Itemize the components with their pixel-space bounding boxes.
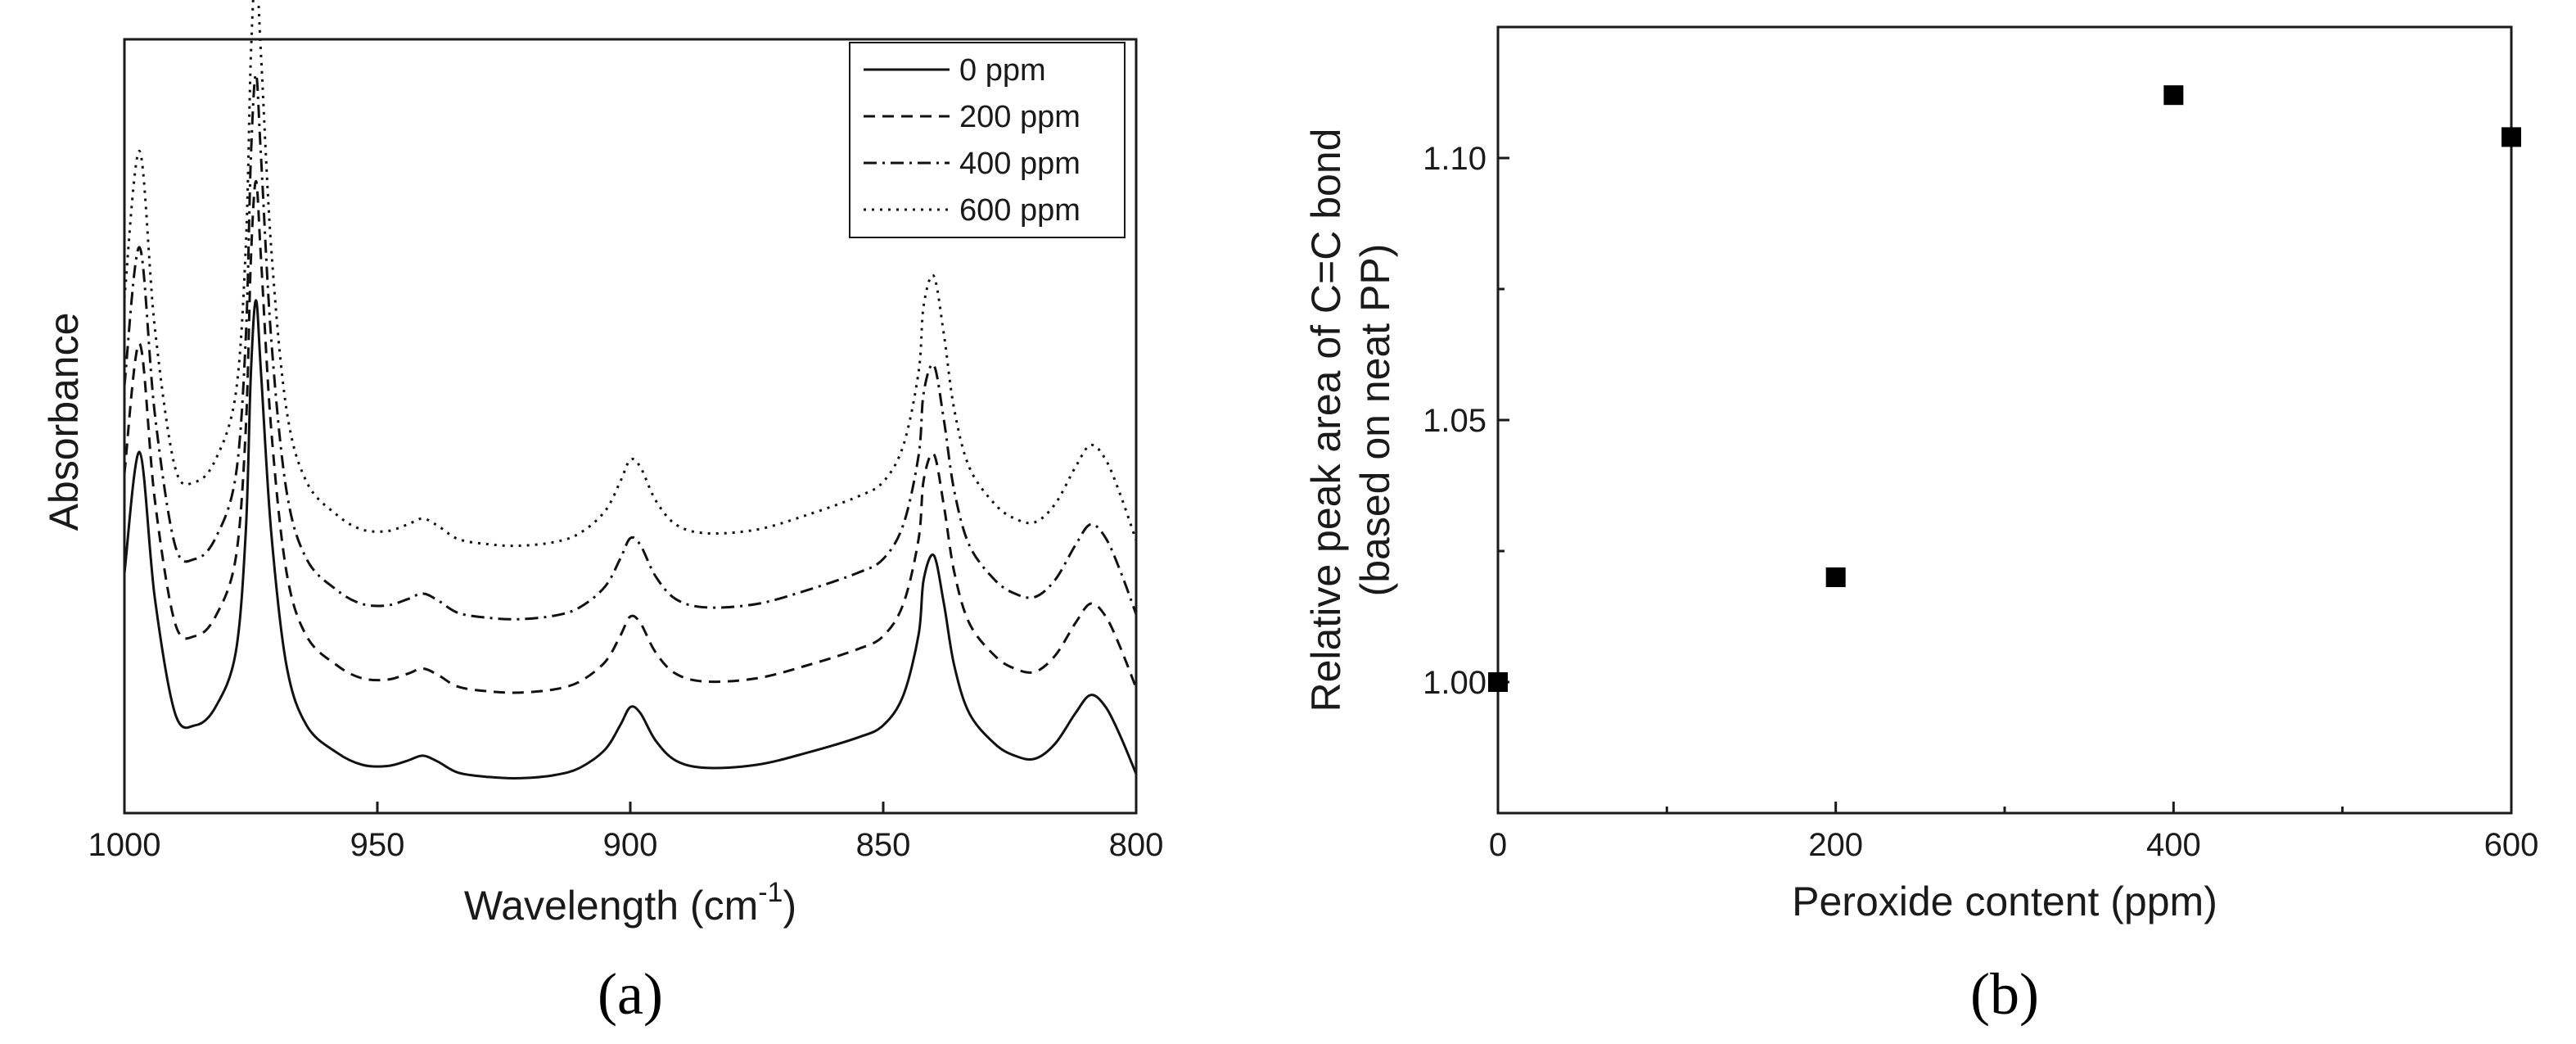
x-tick-label: 800 xyxy=(1109,827,1164,863)
y-tick-label: 1.05 xyxy=(1423,403,1487,439)
x-tick-label: 200 xyxy=(1808,827,1863,863)
series-line-600-ppm xyxy=(123,0,1138,548)
panel-label-a: (a) xyxy=(598,961,663,1027)
peak-area-y-axis-label-line2: (based on neat PP) xyxy=(1352,244,1398,597)
x-tick-label: 400 xyxy=(2146,827,2201,863)
peak-area-y-ticks: 1.00 1.05 1.10 xyxy=(1423,141,1509,701)
peak-area-plot-frame xyxy=(1496,25,2513,815)
peak-area-x-ticks: 0 200 400 600 xyxy=(1489,802,2539,863)
spectrum-chart: 1000 950 900 850 800 Wavelength (cm-1) Absor… xyxy=(41,0,1163,1027)
x-tick-label: 850 xyxy=(856,827,911,863)
data-point xyxy=(1825,567,1846,587)
x-tick-label: 1000 xyxy=(88,827,161,863)
series-line-200-ppm xyxy=(123,179,1138,694)
x-tick-label: 600 xyxy=(2484,827,2539,863)
spectrum-legend: 0 ppm 200 ppm 400 ppm 600 ppm xyxy=(849,42,1126,238)
series-line-0-ppm xyxy=(123,299,1138,780)
series-line-400-ppm xyxy=(123,73,1138,621)
peak-area-chart: 0 200 400 600 1.00 1.05 1.10 Peroxide content… xyxy=(1303,25,2539,1027)
peak-area-x-axis-label: Peroxide content (ppm) xyxy=(1792,879,2217,924)
panel-label-b: (b) xyxy=(1970,961,2039,1027)
legend-box xyxy=(849,42,1126,238)
y-tick-label: 1.00 xyxy=(1423,665,1487,701)
peak-area-y-axis-label: Relative peak area of C=C bond xyxy=(1303,129,1349,712)
x-tick-label: 950 xyxy=(350,827,405,863)
data-point xyxy=(1488,672,1508,692)
peak-area-points xyxy=(1488,85,2521,692)
legend-label: 200 ppm xyxy=(959,100,1080,134)
x-tick-label: 900 xyxy=(603,827,658,863)
spectrum-series-group xyxy=(123,0,1138,780)
spectrum-x-ticks: 1000 950 900 850 800 xyxy=(88,802,1164,863)
legend-label: 0 ppm xyxy=(959,53,1046,88)
spectrum-y-axis-label: Absorbance xyxy=(41,313,87,531)
y-tick-label: 1.10 xyxy=(1423,141,1487,177)
spectrum-x-axis-label: Wavelength (cm-1) xyxy=(464,877,796,929)
data-point xyxy=(2502,127,2521,147)
x-tick-label: 0 xyxy=(1489,827,1507,863)
data-point xyxy=(2163,85,2184,106)
legend-label: 400 ppm xyxy=(959,147,1080,181)
legend-label: 600 ppm xyxy=(959,193,1080,228)
